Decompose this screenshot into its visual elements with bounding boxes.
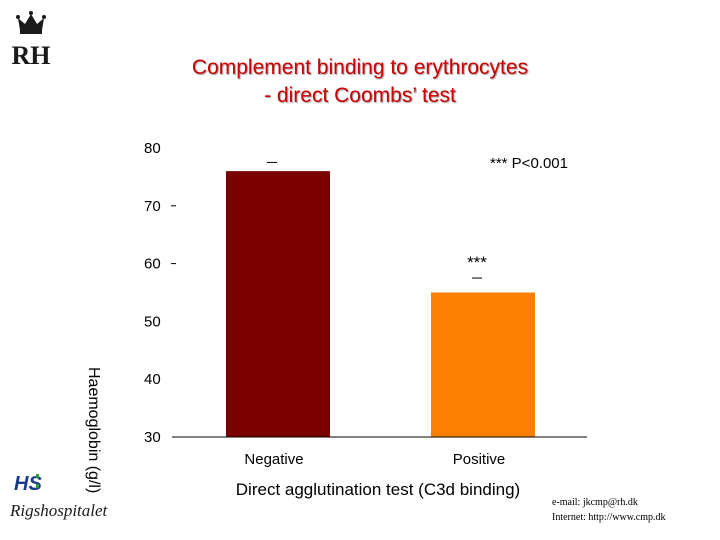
y-tick-label: 30 <box>144 429 161 446</box>
bar-positive <box>431 292 535 437</box>
hs-logo-text: HS <box>14 473 42 495</box>
rigshospitalet-name: Rigshospitalet <box>9 501 109 520</box>
page-title: Complement binding to erythrocytes <box>191 56 529 79</box>
significance-note: *** P<0.001 <box>490 155 568 172</box>
significance-stars: *** <box>467 253 487 272</box>
page-subtitle: - direct Coombs’ test <box>264 84 456 107</box>
y-axis-ticks: 30 40 50 60 70 80 <box>144 140 176 446</box>
y-tick-label: 40 <box>144 371 161 388</box>
y-tick-label: 60 <box>144 256 161 273</box>
bars: *** <box>226 161 535 437</box>
x-axis-label: Direct agglutination test (C3d binding) <box>236 480 520 499</box>
footer-email: e-mail: jkcmp@rh.dk <box>552 497 638 508</box>
y-tick-label: 70 <box>144 198 161 215</box>
footer-internet: Internet: http://www.cmp.dk <box>552 512 666 523</box>
rh-crown-logo: RH <box>12 11 51 68</box>
y-tick-label: 50 <box>144 313 161 330</box>
y-axis-label: Haemoglobin (g/l) <box>85 367 102 494</box>
x-tick-label-positive: Positive <box>453 451 506 468</box>
rigshospitalet-logo: HS Rigshospitalet <box>9 473 109 520</box>
x-tick-label-negative: Negative <box>244 451 303 468</box>
rh-logo-text: RH <box>12 41 51 68</box>
bar-negative <box>226 171 330 437</box>
x-axis-tick-labels: Negative Positive <box>244 451 505 468</box>
y-tick-label: 80 <box>144 140 161 157</box>
